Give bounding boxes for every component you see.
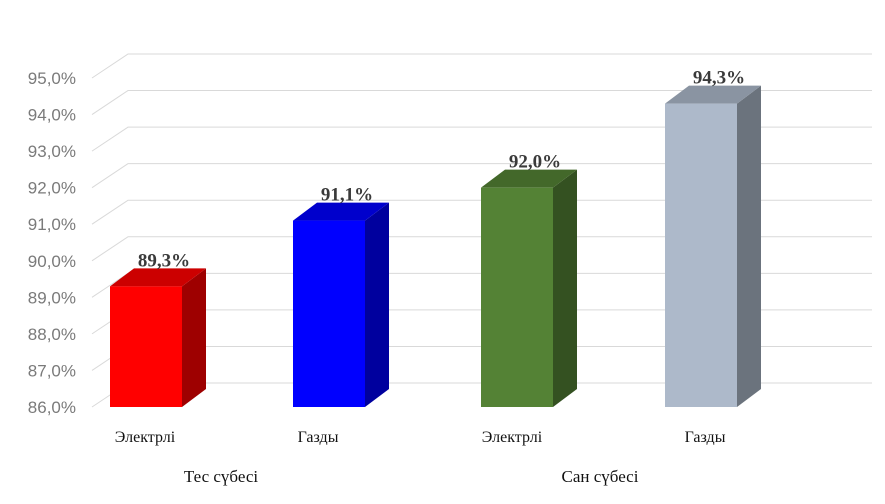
data-labels: 89,3% 91,1% 92,0% 94,3%	[138, 68, 745, 272]
gridlines	[91, 53, 872, 408]
y-axis: 86,0% 87,0% 88,0% 89,0% 90,0% 91,0% 92,0% 93,0%…	[28, 69, 76, 417]
bar-top	[665, 85, 761, 104]
group-label: Сан сүбесі	[562, 467, 639, 486]
data-label: 92,0%	[509, 152, 561, 173]
bar-front	[665, 103, 737, 407]
y-tick-label: 91,0%	[28, 215, 76, 234]
bar-side	[365, 202, 389, 407]
bar-top	[110, 268, 206, 287]
bar	[665, 85, 761, 407]
y-tick-label: 93,0%	[28, 142, 76, 161]
data-label: 94,3%	[693, 68, 745, 89]
x-axis: Электрлі Газды Электрлі Газды Тес сүбесі Сан …	[115, 429, 726, 486]
y-tick-label: 92,0%	[28, 179, 76, 198]
y-tick-label: 90,0%	[28, 252, 76, 271]
category-label: Электрлі	[115, 429, 176, 446]
gridline	[91, 199, 872, 225]
y-tick-label: 89,0%	[28, 288, 76, 307]
y-tick-label: 86,0%	[28, 398, 76, 417]
gridline	[91, 53, 872, 79]
bar-front	[481, 187, 553, 407]
category-label: Электрлі	[482, 429, 543, 446]
bar-side	[737, 85, 761, 407]
bar-front	[293, 220, 365, 407]
bar	[293, 202, 389, 407]
bar-front	[110, 286, 182, 407]
bar	[110, 268, 206, 407]
bar-side	[553, 169, 577, 407]
gridline	[91, 90, 872, 115]
y-tick-label: 88,0%	[28, 325, 76, 344]
y-tick-label: 95,0%	[28, 69, 76, 88]
bar-side	[182, 268, 206, 407]
bar-top	[481, 169, 577, 188]
y-tick-label: 87,0%	[28, 361, 76, 380]
data-label: 89,3%	[138, 250, 190, 271]
bars	[110, 85, 761, 407]
bar-top	[293, 202, 389, 221]
y-tick-label: 94,0%	[28, 106, 76, 125]
bar	[481, 169, 577, 407]
gridline	[91, 236, 872, 262]
data-label: 91,1%	[321, 185, 373, 206]
category-label: Газды	[298, 429, 339, 446]
gridline	[91, 126, 872, 152]
group-label: Тес сүбесі	[184, 467, 258, 486]
category-label: Газды	[685, 429, 726, 446]
gridline	[91, 163, 872, 189]
